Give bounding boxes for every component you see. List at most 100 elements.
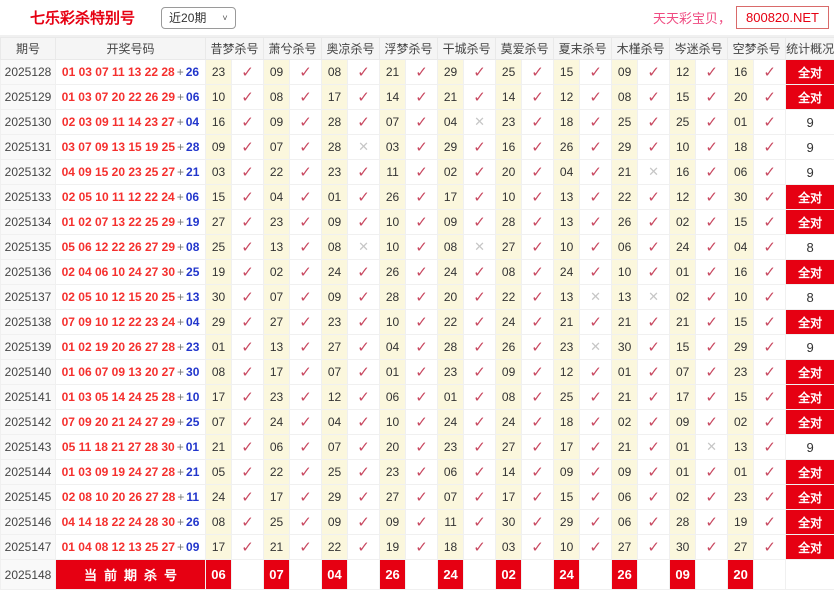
column-header: 莫爱杀号 bbox=[495, 37, 555, 60]
kill-number-cell: 27 bbox=[379, 484, 407, 510]
kill-number-cell: 08 bbox=[321, 234, 349, 260]
winning-numbers-cell: 01 02 07 13 22 25 29 +19 bbox=[55, 209, 206, 235]
kill-number-cell: 24 bbox=[437, 259, 465, 285]
hit-check-icon: ✓ bbox=[579, 259, 613, 285]
winning-numbers-cell: 02 08 10 20 26 27 28 +11 bbox=[55, 484, 206, 510]
kill-number-cell: 04 bbox=[727, 234, 755, 260]
kill-number-cell: 22 bbox=[495, 284, 523, 310]
kill-number-cell: 23 bbox=[727, 359, 755, 385]
hit-check-icon: ✓ bbox=[289, 534, 323, 560]
stat-allhit-badge: 全对 bbox=[785, 309, 834, 335]
hit-check-icon: ✓ bbox=[289, 284, 323, 310]
current-kill-number-cell: 02 bbox=[495, 559, 523, 590]
kill-number-cell: 19 bbox=[379, 534, 407, 560]
winning-main-numbers: 01 02 07 13 22 25 29 bbox=[61, 215, 176, 229]
plus-sign: + bbox=[177, 490, 185, 504]
kill-number-cell: 06 bbox=[437, 459, 465, 485]
winning-numbers-cell: 03 07 09 13 15 19 25 +28 bbox=[55, 134, 206, 160]
empty-cell bbox=[230, 559, 265, 590]
hit-check-icon: ✓ bbox=[521, 184, 555, 210]
kill-number-cell: 23 bbox=[437, 434, 465, 460]
kill-number-cell: 09 bbox=[669, 409, 697, 435]
hit-check-icon: ✓ bbox=[289, 334, 323, 360]
kill-number-cell: 03 bbox=[495, 534, 523, 560]
hit-check-icon: ✓ bbox=[289, 384, 323, 410]
kill-number-cell: 10 bbox=[205, 84, 232, 110]
hit-check-icon: ✓ bbox=[753, 459, 787, 485]
kill-number-cell: 18 bbox=[553, 109, 581, 135]
kill-number-cell: 09 bbox=[437, 209, 465, 235]
kill-number-cell: 04 bbox=[321, 409, 349, 435]
hit-check-icon: ✓ bbox=[579, 234, 613, 260]
winning-numbers-cell: 01 03 05 14 24 25 28 +10 bbox=[55, 384, 206, 410]
hit-check-icon: ✓ bbox=[289, 184, 323, 210]
hit-check-icon: ✓ bbox=[463, 184, 497, 210]
kill-number-cell: 09 bbox=[611, 459, 639, 485]
kill-number-cell: 09 bbox=[611, 59, 639, 85]
kill-number-cell: 07 bbox=[263, 284, 291, 310]
hit-check-icon: ✓ bbox=[405, 184, 439, 210]
period-cell: 2025136 bbox=[0, 259, 56, 285]
kill-number-cell: 08 bbox=[495, 384, 523, 410]
hit-check-icon: ✓ bbox=[695, 409, 729, 435]
kill-number-cell: 09 bbox=[553, 459, 581, 485]
kill-number-cell: 08 bbox=[321, 59, 349, 85]
hit-check-icon: ✓ bbox=[637, 534, 671, 560]
hit-check-icon: ✓ bbox=[753, 284, 787, 310]
hit-check-icon: ✓ bbox=[753, 209, 787, 235]
miss-x-icon: ✕ bbox=[579, 284, 613, 310]
plus-sign: + bbox=[177, 515, 185, 529]
hit-check-icon: ✓ bbox=[753, 259, 787, 285]
hit-check-icon: ✓ bbox=[405, 284, 439, 310]
kill-number-cell: 03 bbox=[205, 159, 232, 185]
kill-number-cell: 05 bbox=[205, 459, 232, 485]
hit-check-icon: ✓ bbox=[637, 134, 671, 160]
hit-check-icon: ✓ bbox=[289, 134, 323, 160]
kill-number-cell: 09 bbox=[321, 209, 349, 235]
stat-count: 9 bbox=[785, 334, 834, 360]
kill-number-cell: 28 bbox=[495, 209, 523, 235]
hit-check-icon: ✓ bbox=[405, 309, 439, 335]
winning-main-numbers: 04 09 15 20 23 25 27 bbox=[61, 165, 176, 179]
period-range-select[interactable]: 近20期 ˅ bbox=[161, 6, 236, 29]
winning-main-numbers: 02 04 06 10 24 27 30 bbox=[61, 265, 176, 279]
winning-main-numbers: 01 02 19 20 26 27 28 bbox=[61, 340, 176, 354]
hit-check-icon: ✓ bbox=[463, 334, 497, 360]
hit-check-icon: ✓ bbox=[579, 359, 613, 385]
hit-check-icon: ✓ bbox=[695, 209, 729, 235]
winning-main-numbers: 02 05 10 12 15 20 25 bbox=[61, 290, 176, 304]
winning-numbers-cell: 01 06 07 09 13 20 27 +30 bbox=[55, 359, 206, 385]
kill-number-cell: 23 bbox=[321, 159, 349, 185]
empty-stat-cell bbox=[785, 559, 834, 590]
kill-number-cell: 29 bbox=[553, 509, 581, 535]
kill-number-cell: 16 bbox=[727, 59, 755, 85]
column-header: 木槿杀号 bbox=[611, 37, 671, 60]
plus-sign: + bbox=[177, 165, 185, 179]
current-kill-number-cell: 07 bbox=[263, 559, 291, 590]
hit-check-icon: ✓ bbox=[695, 59, 729, 85]
kill-number-cell: 02 bbox=[669, 484, 697, 510]
period-cell: 2025129 bbox=[0, 84, 56, 110]
special-number: 06 bbox=[185, 190, 200, 204]
current-period-row: 2025148 当前期杀号 06 07 04 26 24 02 24 26 09 20 bbox=[0, 559, 834, 590]
miss-x-icon: ✕ bbox=[347, 134, 381, 160]
hit-check-icon: ✓ bbox=[289, 234, 323, 260]
kill-number-cell: 22 bbox=[321, 534, 349, 560]
special-number: 23 bbox=[186, 340, 200, 354]
empty-cell bbox=[463, 559, 497, 590]
hit-check-icon: ✓ bbox=[347, 459, 381, 485]
kill-number-cell: 17 bbox=[205, 384, 232, 410]
winning-numbers-cell: 04 09 15 20 23 25 27 +21 bbox=[55, 159, 206, 185]
kill-number-cell: 13 bbox=[553, 209, 581, 235]
hit-check-icon: ✓ bbox=[230, 509, 265, 535]
kill-number-cell: 17 bbox=[263, 359, 291, 385]
winning-numbers-cell: 01 02 19 20 26 27 28 +23 bbox=[55, 334, 206, 360]
hit-check-icon: ✓ bbox=[230, 309, 265, 335]
hit-check-icon: ✓ bbox=[463, 434, 497, 460]
hit-check-icon: ✓ bbox=[463, 309, 497, 335]
site-name: 天天彩宝贝， bbox=[652, 11, 731, 26]
kill-number-cell: 30 bbox=[495, 509, 523, 535]
hit-check-icon: ✓ bbox=[405, 209, 439, 235]
winning-main-numbers: 05 06 12 22 26 27 29 bbox=[61, 240, 176, 254]
hit-check-icon: ✓ bbox=[637, 509, 671, 535]
